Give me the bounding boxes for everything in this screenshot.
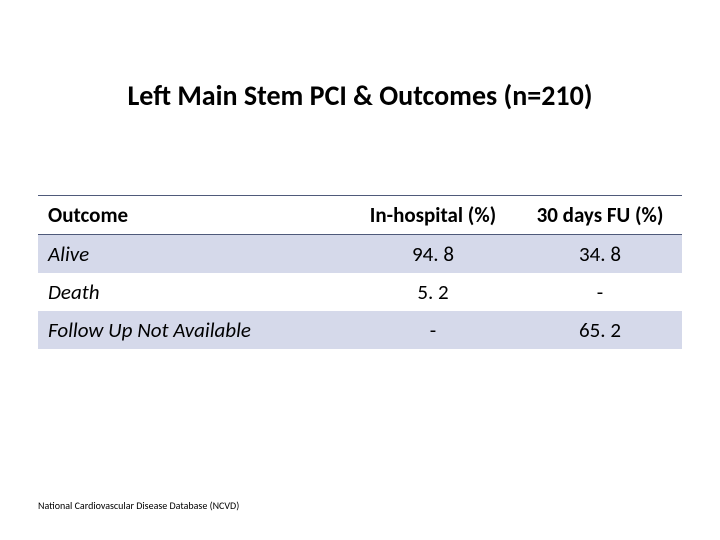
table-header-row: Outcome In-hospital (%) 30 days FU (%): [38, 196, 682, 235]
row-label: Alive: [38, 235, 348, 274]
table-row: Follow Up Not Available - 65. 2: [38, 311, 682, 349]
slide: Left Main Stem PCI & Outcomes (n=210) Ou…: [0, 0, 720, 540]
outcomes-table: Outcome In-hospital (%) 30 days FU (%) A…: [38, 195, 682, 349]
slide-title: Left Main Stem PCI & Outcomes (n=210): [0, 78, 720, 113]
cell-in-hospital: -: [348, 311, 518, 349]
col-header-30-days-fu: 30 days FU (%): [518, 196, 682, 235]
table-row: Alive 94. 8 34. 8: [38, 235, 682, 274]
footer-source: National Cardiovascular Disease Database…: [38, 499, 239, 512]
cell-30-days-fu: 34. 8: [518, 235, 682, 274]
col-header-in-hospital: In-hospital (%): [348, 196, 518, 235]
table-row: Death 5. 2 -: [38, 273, 682, 311]
cell-30-days-fu: 65. 2: [518, 311, 682, 349]
row-label: Death: [38, 273, 348, 311]
row-label: Follow Up Not Available: [38, 311, 348, 349]
cell-in-hospital: 5. 2: [348, 273, 518, 311]
cell-30-days-fu: -: [518, 273, 682, 311]
cell-in-hospital: 94. 8: [348, 235, 518, 274]
col-header-outcome: Outcome: [38, 196, 348, 235]
